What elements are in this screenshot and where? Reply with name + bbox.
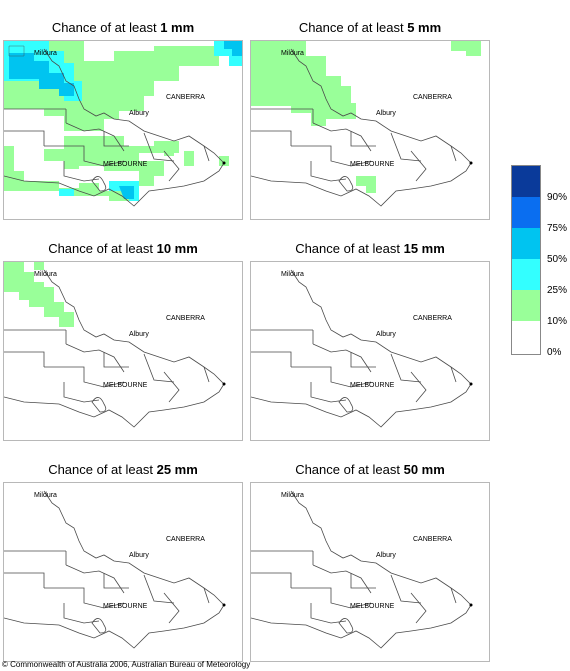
legend-swatch-10: [512, 290, 540, 321]
map-50mm: Mildura CANBERRA Albury MELBOURNE: [250, 482, 490, 662]
legend-label-10: 10%: [547, 316, 568, 327]
panel-title-15mm: Chance of at least 15 mm: [295, 241, 445, 256]
city-label-albury: Albury: [376, 110, 396, 117]
map-10mm: Mildura CANBERRA Albury MELBOURNE: [3, 261, 243, 441]
map-labels: Mildura CANBERRA Albury MELBOURNE: [34, 271, 226, 389]
panel-title-5mm: Chance of at least 5 mm: [298, 20, 442, 35]
city-label-canberra: CANBERRA: [166, 536, 205, 543]
city-label-mildura: Mildura: [34, 50, 57, 57]
city-label-albury: Albury: [376, 552, 396, 559]
map-15mm: Mildura CANBERRA Albury MELBOURNE: [250, 261, 490, 441]
legend-label-25: 25%: [547, 285, 568, 296]
city-label-mildura: Mildura: [281, 271, 304, 278]
map-outline: [251, 490, 472, 649]
map-labels: Mildura CANBERRA Albury MELBOURNE: [34, 50, 226, 168]
copyright-notice: © Commonwealth of Australia 2006, Austra…: [2, 660, 251, 669]
city-label-mildura: Mildura: [281, 492, 304, 499]
city-label-canberra: CANBERRA: [166, 315, 205, 322]
probability-shading: [4, 41, 242, 201]
panel-title-25mm: Chance of at least 25 mm: [48, 462, 198, 477]
city-label-canberra: CANBERRA: [413, 315, 452, 322]
map-25mm: Mildura CANBERRA Albury MELBOURNE: [3, 482, 243, 662]
city-label-canberra: CANBERRA: [166, 94, 205, 101]
map-labels: Mildura CANBERRA Albury MELBOURNE: [281, 50, 473, 168]
map-outline: [4, 490, 225, 649]
map-labels: Mildura CANBERRA Albury MELBOURNE: [281, 271, 473, 389]
legend-swatch-25: [512, 259, 540, 290]
city-label-melbourne: MELBOURNE: [103, 161, 148, 168]
legend-label-50: 50%: [547, 254, 568, 265]
legend-label-0: 0%: [547, 347, 562, 358]
legend-swatch-50: [512, 228, 540, 259]
map-outline: [4, 45, 225, 207]
city-label-melbourne: MELBOURNE: [350, 382, 395, 389]
map-outline: [4, 269, 225, 428]
map-labels: Mildura CANBERRA Albury MELBOURNE: [281, 492, 473, 610]
city-label-melbourne: MELBOURNE: [103, 603, 148, 610]
city-label-mildura: Mildura: [281, 50, 304, 57]
panel-title-10mm: Chance of at least 10 mm: [48, 241, 198, 256]
city-label-albury: Albury: [129, 552, 149, 559]
city-label-melbourne: MELBOURNE: [350, 603, 395, 610]
probability-shading: [251, 41, 481, 193]
map-labels: Mildura CANBERRA Albury MELBOURNE: [34, 492, 226, 610]
map-outline: [251, 48, 472, 207]
city-label-mildura: Mildura: [34, 271, 57, 278]
legend-swatch-75: [512, 197, 540, 228]
legend-color-scale: [511, 165, 541, 355]
legend-label-75: 75%: [547, 223, 568, 234]
city-label-canberra: CANBERRA: [413, 94, 452, 101]
legend-swatch-0: [512, 321, 540, 354]
city-label-albury: Albury: [129, 110, 149, 117]
probability-shading: [4, 262, 74, 327]
map-1mm: Mildura CANBERRA Albury MELBOURNE: [3, 40, 243, 220]
city-label-melbourne: MELBOURNE: [350, 161, 395, 168]
map-5mm: Mildura CANBERRA Albury MELBOURNE: [250, 40, 490, 220]
panel-title-50mm: Chance of at least 50 mm: [295, 462, 445, 477]
panel-title-1mm: Chance of at least 1 mm: [51, 20, 195, 35]
city-label-albury: Albury: [376, 331, 396, 338]
map-outline: [251, 269, 472, 428]
city-label-mildura: Mildura: [34, 492, 57, 499]
city-label-canberra: CANBERRA: [413, 536, 452, 543]
city-label-albury: Albury: [129, 331, 149, 338]
legend-swatch-90: [512, 166, 540, 197]
legend-label-90: 90%: [547, 192, 568, 203]
city-label-melbourne: MELBOURNE: [103, 382, 148, 389]
